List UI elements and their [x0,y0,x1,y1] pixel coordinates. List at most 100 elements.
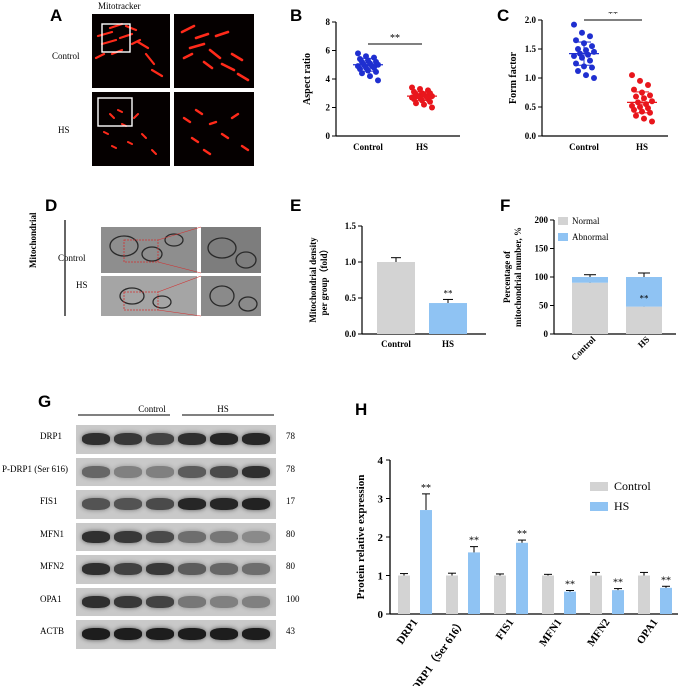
x-tick-label: FIS1 [494,617,517,642]
significance-label: ** [390,33,400,44]
blot-band [178,563,206,576]
blot-band [82,628,110,641]
data-point [645,105,651,112]
bar [377,262,415,334]
legend-swatch [590,482,608,491]
data-point [429,104,435,111]
y-tick-label: 3 [378,494,384,506]
mitochondria-control [94,22,250,82]
blot-strip [76,587,276,616]
data-point [359,70,365,77]
x-tick-label: Control [381,339,411,349]
panel-a-micrographs [92,14,254,166]
significance-label: ** [444,288,454,298]
data-point [575,46,581,52]
blot-band [114,433,142,446]
blot-band [146,595,174,608]
y-tick-label: 0.0 [345,329,357,339]
legend-swatch [558,217,568,225]
blot-strip [76,457,276,486]
blot-band [210,595,238,608]
blot-row-label: ACTB [40,626,65,636]
data-point [413,100,419,107]
y-tick-label: 0.5 [345,293,357,303]
panel-e-label: E [290,196,302,215]
y-axis-label: Aspect ratio [302,53,313,105]
panel-d-em-images [64,220,261,317]
panel-a-row-label-hs: HS [58,125,70,135]
data-point [427,98,433,105]
panel-a-stain-label: Mitotracker [98,1,141,11]
blot-group-label-hs: HS [217,404,229,414]
blot-band [146,498,174,511]
blot-band [210,628,238,641]
blot-band [242,628,270,641]
data-point [575,68,581,75]
data-point [649,98,655,105]
y-tick-label: 100 [535,272,549,282]
blot-band [242,465,270,478]
blot-band [210,563,238,576]
x-tick-label: HS [442,339,454,349]
y-tick-label: 1.0 [525,73,537,83]
blot-band [178,628,206,641]
bar [398,575,410,614]
blot-band [114,595,142,608]
bar [660,587,672,614]
bar [590,575,602,614]
em-zoom-box-hs [123,291,159,311]
blot-band [82,433,110,446]
zoom-box-hs [97,97,133,127]
blot-group-lines [78,414,274,416]
data-point [631,106,637,113]
blot-band [178,433,206,446]
significance-label: ** [613,578,623,589]
data-point [589,64,595,71]
blot-row-label: MFN2 [40,561,65,571]
y-tick-label: 1.0 [345,257,357,267]
blot-band [114,498,142,511]
data-point [375,77,381,84]
data-point [637,77,643,84]
micrograph-control-overview [92,14,170,88]
x-tick-label: Control [353,142,383,152]
blot-band [146,628,174,641]
blot-band [178,530,206,543]
data-point [633,93,639,100]
significance-label: ** [517,529,527,540]
panel-a-row-label-control: Control [52,51,80,61]
data-point [589,43,595,50]
y-tick-label: 4 [326,74,331,84]
bar-segment [572,282,608,334]
blot-row-kda: 80 [286,561,295,571]
blot-band [146,433,174,446]
blot-row-label: MFN1 [40,528,65,539]
y-tick-label: 2.0 [525,15,537,25]
x-tick-label: MFN1 [537,617,564,649]
bar-segment [572,277,608,283]
significance-label: ** [469,536,479,547]
panel-h-chart: 0 1 2 3 4 Protein relative expression Control H… [355,455,678,686]
blot-band [210,530,238,543]
bar-segment [626,277,662,307]
panel-f-label: F [500,196,511,215]
blot-row-kda: 100 [286,593,300,604]
data-point [629,72,635,79]
blot-group-label-control: Control [138,404,166,414]
legend-label: Control [614,479,651,493]
blot-band [146,530,174,543]
blot-band [210,498,238,511]
y-tick-label: 2 [378,532,384,544]
data-point [571,52,577,59]
bar [468,552,480,614]
blot-strip [76,490,276,519]
bar [429,303,467,334]
blot-band [114,563,142,576]
panel-b-label: B [290,6,303,25]
blot-band [146,465,174,478]
blot-band [178,595,206,608]
blot-band [82,563,110,576]
data-point [633,112,639,119]
data-point [587,33,593,40]
data-point [355,50,361,57]
